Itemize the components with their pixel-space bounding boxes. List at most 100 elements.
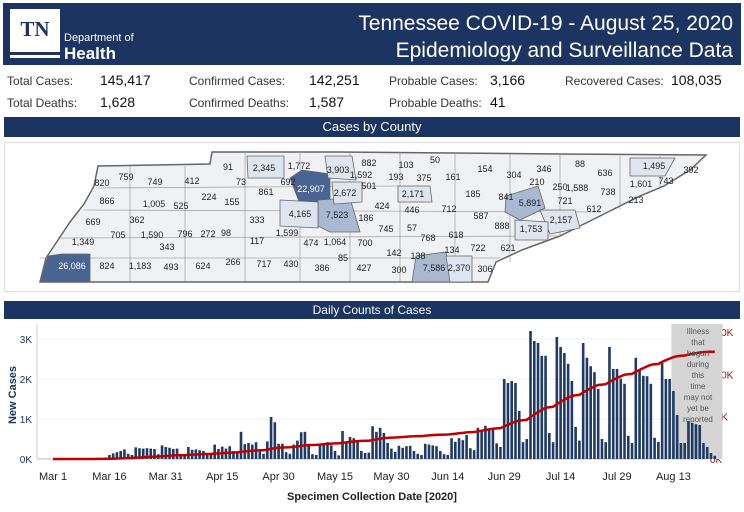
county-label[interactable]: 1,590 [141,230,164,240]
bar-168[interactable] [683,443,686,459]
bar-84[interactable] [367,452,371,459]
county-label[interactable]: 2,672 [334,188,357,198]
bar-30[interactable] [164,447,168,459]
bar-34[interactable] [179,454,183,459]
county-map[interactable]: 91 2,345 1,772 3,903 882 820 759 749 412 73 69222,… [0,0,744,300]
county-label[interactable]: 7,523 [326,210,349,220]
bar-79[interactable] [348,437,352,459]
bar-100[interactable] [427,444,431,459]
bar-152[interactable] [623,383,626,459]
county-label[interactable]: 745 [378,224,393,234]
county-shape[interactable] [445,255,473,283]
county-shape[interactable] [279,199,319,229]
bar-56[interactable] [262,453,265,459]
county-label[interactable]: 210 [529,177,544,187]
bar-154[interactable] [630,443,634,459]
county-label[interactable]: 820 [94,178,109,188]
county-label[interactable]: 430 [283,259,298,269]
bar-18[interactable] [119,451,122,459]
county-shape[interactable] [514,219,549,241]
county-label[interactable]: 362 [129,215,144,225]
bar-143[interactable] [589,366,592,459]
bar-138[interactable] [570,381,574,459]
bar-101[interactable] [431,445,435,459]
bar-104[interactable] [442,454,446,459]
bar-82[interactable] [360,451,363,459]
bar-15[interactable] [108,455,111,459]
bar-91[interactable] [393,451,397,459]
county-label[interactable]: 333 [249,215,264,225]
bar-167[interactable] [679,443,683,459]
bar-153[interactable] [626,435,630,459]
bar-150[interactable] [615,369,619,459]
bar-112[interactable] [472,450,476,459]
bar-70[interactable] [314,455,318,459]
bar-122[interactable] [510,381,514,459]
bar-171[interactable] [694,424,698,459]
county-label[interactable]: 386 [314,263,329,273]
county-label[interactable]: 705 [110,230,125,240]
county-label[interactable]: 446 [404,205,419,215]
bar-110[interactable] [465,435,468,459]
bar-92[interactable] [397,445,401,459]
county-label[interactable]: 5,891 [519,198,542,208]
county-label[interactable]: 743 [658,176,673,186]
county-label[interactable]: 88 [575,159,585,169]
bar-61[interactable] [281,443,284,459]
county-label[interactable]: 1,183 [129,261,152,271]
county-shape[interactable] [324,155,357,181]
county-label[interactable]: 1,349 [72,237,95,247]
bar-55[interactable] [258,450,262,459]
county-label[interactable]: 1,592 [350,170,373,180]
county-label[interactable]: 300 [391,265,406,275]
bar-151[interactable] [619,378,623,459]
bar-88[interactable] [382,433,386,459]
bar-174[interactable] [705,447,709,459]
bar-99[interactable] [423,443,427,459]
county-shape[interactable] [246,155,285,179]
county-label[interactable]: 117 [250,236,264,246]
county-label[interactable]: 134 [444,245,459,255]
bar-117[interactable] [491,428,495,459]
bar-144[interactable] [593,372,596,459]
bar-145[interactable] [596,389,600,459]
county-label[interactable]: 73 [236,177,246,187]
county-label[interactable]: 493 [163,262,178,272]
county-label[interactable]: 722 [470,243,485,253]
county-shape[interactable] [629,157,676,177]
bar-71[interactable] [318,443,322,459]
bar-69[interactable] [311,454,314,459]
county-label[interactable]: 861 [258,187,273,197]
bar-49[interactable] [235,452,239,459]
county-label[interactable]: 346 [536,164,551,174]
bar-81[interactable] [356,440,359,459]
county-label[interactable]: 700 [357,238,372,248]
county-label[interactable]: 154 [477,164,492,174]
bar-31[interactable] [168,447,171,459]
bar-83[interactable] [363,453,367,459]
county-label[interactable]: 759 [118,172,133,182]
bar-114[interactable] [480,431,483,459]
county-label[interactable]: 155 [224,197,239,207]
county-label[interactable]: 501 [361,181,376,191]
bar-29[interactable] [160,445,164,459]
bar-50[interactable] [239,431,243,459]
bar-89[interactable] [386,443,389,459]
bar-158[interactable] [645,376,649,459]
county-label[interactable]: 1,753 [520,224,543,234]
bar-17[interactable] [115,452,119,459]
bar-41[interactable] [205,455,209,459]
bar-165[interactable] [672,391,675,459]
county-label[interactable]: 7,586 [423,263,446,273]
bar-120[interactable] [502,379,506,459]
county-label[interactable]: 717 [256,259,271,269]
county-label[interactable]: 57 [407,223,417,233]
bar-160[interactable] [653,437,656,459]
bar-90[interactable] [390,448,393,459]
bar-42[interactable] [209,455,213,459]
bar-119[interactable] [499,447,502,459]
county-label[interactable]: 1,588 [566,183,589,193]
bar-33[interactable] [175,448,179,459]
bar-148[interactable] [608,347,611,459]
county-label[interactable]: 250 [552,182,567,192]
